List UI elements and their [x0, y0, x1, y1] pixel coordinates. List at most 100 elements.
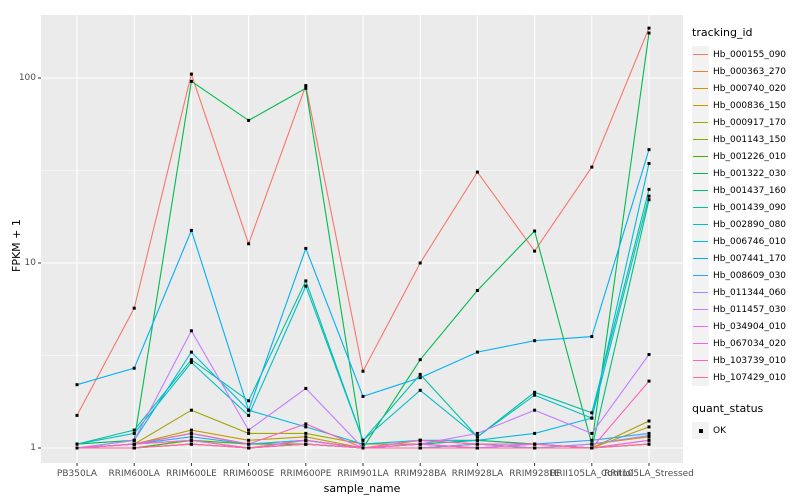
data-point	[475, 170, 479, 174]
data-point	[132, 428, 136, 432]
data-point	[247, 431, 251, 435]
legend-label: Hb_103739_010	[713, 355, 787, 366]
x-tick-label: RRII105LA_Control	[550, 469, 634, 479]
legend-line-swatch-icon	[692, 199, 709, 216]
data-point	[647, 148, 651, 152]
data-point	[590, 446, 594, 450]
legend-label: Hb_001322_030	[713, 168, 787, 179]
data-point	[590, 335, 594, 339]
x-tick-label: RRIM928LA	[451, 469, 504, 479]
data-point	[647, 162, 651, 165]
data-point	[189, 72, 193, 76]
legend-item-Hb_007441_170: Hb_007441_170	[692, 250, 798, 267]
data-point	[247, 242, 251, 246]
legend-label: OK	[713, 425, 726, 436]
data-point	[189, 435, 193, 439]
data-point	[590, 165, 594, 169]
legend-line-swatch-icon	[692, 46, 709, 63]
data-point	[247, 438, 251, 442]
data-point	[647, 194, 651, 198]
data-point	[247, 413, 251, 417]
data-point	[304, 279, 308, 283]
data-point	[304, 86, 308, 90]
legend-line-swatch-icon	[692, 80, 709, 97]
data-point	[304, 422, 308, 426]
legend-label: Hb_006746_010	[713, 236, 787, 247]
data-point	[304, 431, 308, 435]
legend-line-swatch-icon	[692, 250, 709, 267]
legend-label: Hb_000917_170	[713, 117, 787, 128]
legend-item-Hb_000740_020: Hb_000740_020	[692, 80, 798, 97]
data-point	[418, 261, 422, 265]
legend-line-swatch-icon	[692, 97, 709, 114]
legend-line-swatch-icon	[692, 301, 709, 318]
data-point	[189, 438, 193, 442]
data-point	[475, 435, 479, 439]
data-point	[475, 446, 479, 450]
x-tick-label: RRIM901LA	[337, 469, 389, 479]
data-point	[475, 442, 479, 446]
data-point	[475, 289, 479, 292]
data-point	[418, 442, 422, 446]
legend-label: Hb_067034_020	[713, 338, 787, 349]
data-point	[361, 369, 365, 373]
data-point	[189, 329, 193, 333]
data-point	[247, 399, 251, 403]
legend-line-swatch-icon	[692, 267, 709, 284]
data-point	[247, 446, 251, 450]
legend-item-Hb_067034_020: Hb_067034_020	[692, 335, 798, 352]
data-point	[75, 413, 79, 417]
data-point	[132, 446, 136, 450]
black-square-point-icon	[692, 422, 709, 439]
legend-item-Hb_000836_150: Hb_000836_150	[692, 97, 798, 114]
legend-title-quant-status: quant_status	[692, 402, 764, 415]
data-point	[533, 408, 537, 412]
data-point	[533, 442, 537, 446]
data-point	[590, 431, 594, 435]
data-point	[132, 306, 136, 310]
legend-label: Hb_000363_270	[713, 66, 787, 77]
data-point	[533, 431, 537, 435]
x-tick-label: RRIM928LE	[509, 469, 560, 479]
legend-line-swatch-icon	[692, 233, 709, 250]
data-point	[75, 383, 79, 387]
legend-item-Hb_011344_060: Hb_011344_060	[692, 284, 798, 301]
y-tick-label: 10	[24, 258, 36, 268]
x-tick-label: PB350LA	[56, 469, 98, 479]
data-point	[533, 390, 537, 394]
data-point	[475, 438, 479, 442]
legend-item-Hb_001437_160: Hb_001437_160	[692, 182, 798, 199]
x-tick-label: RRIM600LE	[165, 469, 217, 479]
data-point	[304, 435, 308, 439]
legend-item-Hb_002890_080: Hb_002890_080	[692, 216, 798, 233]
legend-item-Hb_001322_030: Hb_001322_030	[692, 165, 798, 182]
data-point	[418, 376, 422, 380]
data-point	[189, 431, 193, 435]
legend-label: Hb_000740_020	[713, 83, 787, 94]
data-point	[647, 419, 651, 423]
data-point	[247, 408, 251, 412]
legend-label: Hb_001439_090	[713, 202, 787, 213]
data-point	[132, 438, 136, 442]
legend-item-Hb_000155_090: Hb_000155_090	[692, 46, 798, 63]
legend-item-Hb_000917_170: Hb_000917_170	[692, 114, 798, 131]
x-tick-label: RRIM600LA	[108, 469, 160, 479]
legend-title-tracking-id: tracking_id	[692, 26, 753, 39]
legend: tracking_id Hb_000155_090 Hb_000363_270 Hb…	[692, 26, 798, 439]
data-point	[418, 372, 422, 376]
data-point	[533, 393, 537, 397]
data-point	[533, 339, 537, 343]
legend-line-swatch-icon	[692, 335, 709, 352]
legend-line-swatch-icon	[692, 352, 709, 369]
legend-line-swatch-icon	[692, 369, 709, 386]
x-tick-label: RRII105LA_Stressed	[604, 469, 694, 479]
data-point	[361, 394, 365, 398]
legend-items: Hb_000155_090 Hb_000363_270 Hb_000740_020 H…	[692, 46, 798, 386]
data-point	[132, 442, 136, 446]
data-point	[75, 446, 79, 450]
legend-line-swatch-icon	[692, 63, 709, 80]
legend-item-Hb_006746_010: Hb_006746_010	[692, 233, 798, 250]
y-axis-title: FPKM + 1	[10, 219, 23, 272]
legend-label: Hb_011457_030	[713, 304, 787, 315]
